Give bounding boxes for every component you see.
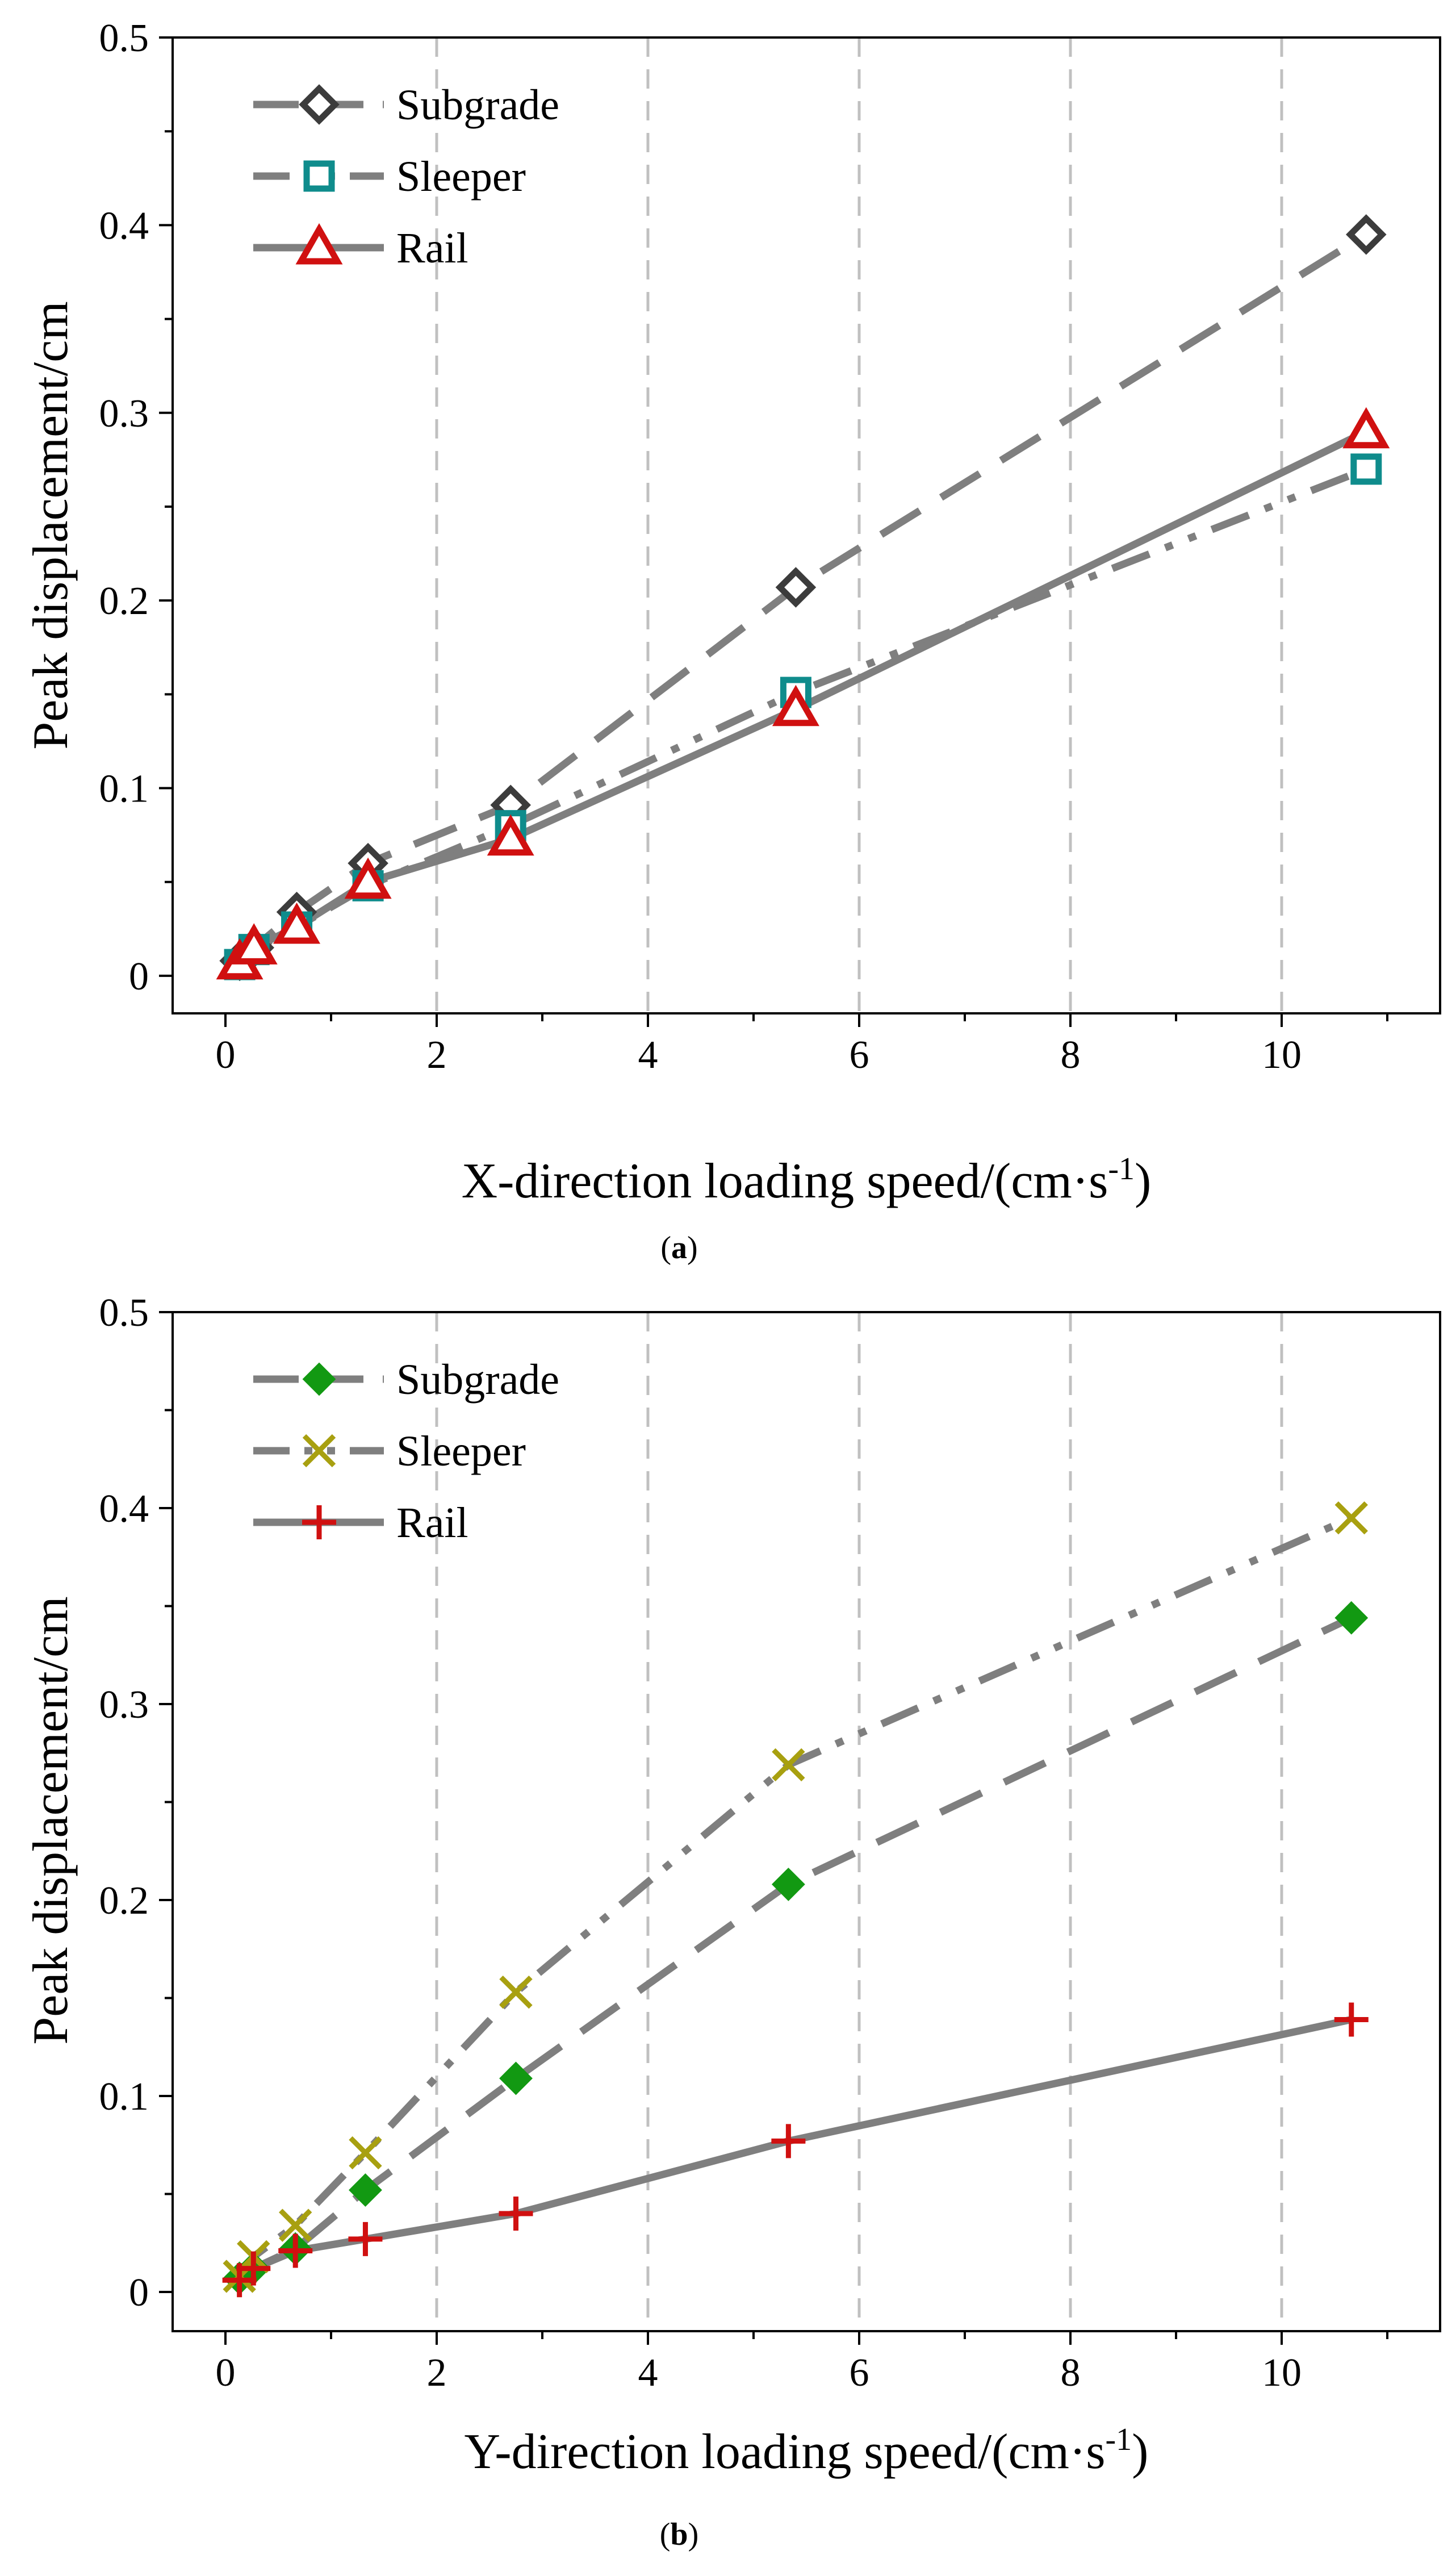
x-tick-label-a-10: 10 xyxy=(1262,1033,1302,1077)
markers-b xyxy=(222,1501,1369,2298)
x-tick-label-b-6: 6 xyxy=(850,2351,869,2395)
markers-a xyxy=(216,214,1390,982)
x-tick-label-b-0: 0 xyxy=(216,2351,236,2395)
data-point-a-sleeper-6 xyxy=(1350,453,1382,485)
legend-a: Subgrade Sleeper Rail xyxy=(253,81,559,272)
legend-marker-a-rail xyxy=(295,223,343,265)
x-tick-label-a-8: 8 xyxy=(1061,1033,1081,1077)
data-point-b-rail-2 xyxy=(278,2233,313,2268)
y-tick-label-b-3: 0.3 xyxy=(99,1683,149,1727)
legend-label-b-rail: Rail xyxy=(396,1499,468,1547)
data-point-b-sleeper-6 xyxy=(1334,1501,1368,1535)
x-tick-label-b-8: 8 xyxy=(1061,2351,1081,2395)
panel-caption-a: (a) xyxy=(660,1230,697,1266)
x-tick-label-a-4: 4 xyxy=(638,1033,658,1077)
plot-frame-b xyxy=(171,1311,1441,2332)
x-tick-label-b-10: 10 xyxy=(1262,2351,1302,2395)
data-point-b-subgrade-3 xyxy=(349,2173,382,2207)
y-axis-title-a: Peak displacement/cm xyxy=(23,301,78,749)
data-point-b-rail-6 xyxy=(1334,2002,1369,2037)
plot-frame-a xyxy=(171,36,1441,1014)
y-tick-label-a-2: 0.2 xyxy=(99,579,149,623)
data-point-b-subgrade-6 xyxy=(1334,1601,1369,1635)
x-axis-title-a: X-direction loading speed/(cm·s-1) xyxy=(462,1151,1152,1209)
data-point-b-sleeper-2 xyxy=(279,2208,312,2242)
grid-group-a xyxy=(435,37,1283,1013)
data-point-b-rail-5 xyxy=(771,2124,806,2158)
legend-label-b-sleeper: Sleeper xyxy=(396,1427,526,1475)
data-point-b-rail-3 xyxy=(348,2222,383,2256)
legend-marker-b-sleeper xyxy=(302,1434,336,1468)
legend-marker-a-subgrade xyxy=(299,84,340,125)
legend-label-a-sleeper: Sleeper xyxy=(396,153,526,201)
legend-label-a-subgrade: Subgrade xyxy=(396,81,559,129)
data-point-b-sleeper-3 xyxy=(349,2136,382,2170)
y-axis-title-b: Peak displacement/cm xyxy=(23,1596,78,2044)
data-point-a-rail-3 xyxy=(344,857,392,899)
y-tick-label-b-2: 0.2 xyxy=(99,1879,149,1923)
data-point-b-subgrade-4 xyxy=(499,2061,533,2095)
panel-caption-b: (b) xyxy=(660,2517,698,2552)
legend-marker-a-sleeper xyxy=(303,160,335,192)
x-tick-label-a-6: 6 xyxy=(850,1033,869,1077)
x-axis-title-b: Y-direction loading speed/(cm·s-1) xyxy=(465,2422,1149,2479)
x-tick-label-a-2: 2 xyxy=(427,1033,447,1077)
axis-ticks-a: 0 2 4 6 8 10 0 0.1 0.2 0.3 0.4 0.5 xyxy=(99,16,1388,1077)
legend-label-a-rail: Rail xyxy=(396,224,468,272)
y-tick-label-b-5: 0.5 xyxy=(99,1291,149,1335)
y-tick-label-a-1: 0.1 xyxy=(99,767,149,811)
data-point-a-rail-4 xyxy=(487,814,534,856)
data-point-a-subgrade-5 xyxy=(775,567,817,608)
data-point-a-rail-6 xyxy=(1342,407,1390,449)
x-tick-label-a-0: 0 xyxy=(216,1033,236,1077)
y-tick-label-a-5: 0.5 xyxy=(99,16,149,60)
data-point-b-sleeper-5 xyxy=(772,1748,805,1782)
y-tick-label-a-4: 0.4 xyxy=(99,204,149,248)
legend-marker-b-subgrade xyxy=(302,1362,336,1396)
legend-marker-b-rail xyxy=(302,1505,336,1539)
data-point-a-rail-2 xyxy=(273,902,321,944)
x-tick-label-b-2: 2 xyxy=(427,2351,447,2395)
data-point-b-subgrade-5 xyxy=(771,1867,805,1901)
grid-group-b xyxy=(435,1312,1283,2331)
y-tick-label-b-4: 0.4 xyxy=(99,1487,149,1531)
data-point-a-rail-5 xyxy=(772,684,819,726)
y-tick-label-a-0: 0 xyxy=(129,955,149,999)
data-point-a-rail-1 xyxy=(230,923,278,965)
data-point-b-rail-4 xyxy=(499,2197,533,2231)
data-point-a-subgrade-6 xyxy=(1346,214,1387,255)
x-tick-label-b-4: 4 xyxy=(638,2351,658,2395)
y-tick-label-b-1: 0.1 xyxy=(99,2075,149,2119)
data-point-b-sleeper-4 xyxy=(499,1975,533,2009)
y-tick-label-b-0: 0 xyxy=(129,2271,149,2315)
legend-b: Subgrade Sleeper Rail xyxy=(253,1356,559,1547)
legend-label-b-subgrade: Subgrade xyxy=(396,1356,559,1404)
chart-panel-a: 0 2 4 6 8 10 0 0.1 0.2 0.3 0.4 0.5 Subgrade Sleeper R… xyxy=(23,16,1441,1266)
chart-panel-b: 0 2 4 6 8 10 0 0.1 0.2 0.3 0.4 0.5 Subgrade Sleeper R… xyxy=(23,1291,1441,2552)
y-tick-label-a-3: 0.3 xyxy=(99,392,149,436)
axis-ticks-b: 0 2 4 6 8 10 0 0.1 0.2 0.3 0.4 0.5 xyxy=(99,1291,1388,2395)
data-point-b-rail-1 xyxy=(236,2251,271,2286)
